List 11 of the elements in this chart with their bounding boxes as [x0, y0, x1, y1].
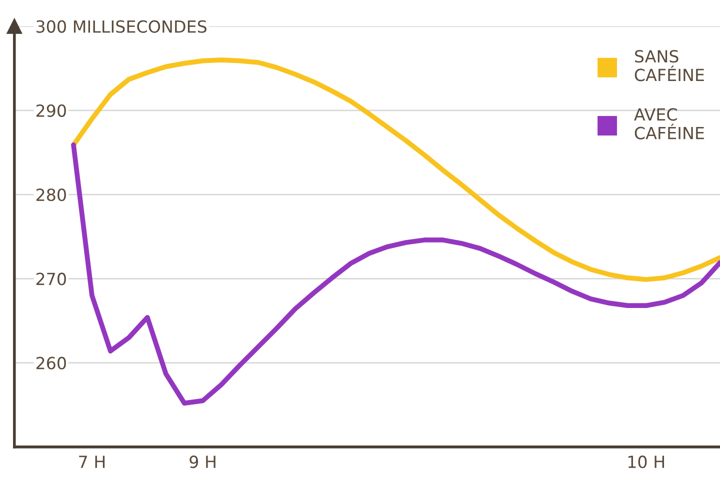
y-tick-label: 270 [36, 272, 66, 286]
x-tick-label: 9 H [190, 456, 216, 468]
y-tick-label: 280 [36, 188, 66, 202]
legend-label: SANS CAFÉINE [634, 50, 704, 82]
y-tick-label: 260 [36, 356, 66, 370]
y-tick-label: 290 [36, 104, 66, 117]
y-tick-label: 300 MILLISECONDES [36, 20, 206, 33]
x-tick-label: 7 H [79, 456, 105, 468]
line-series [71, 142, 720, 406]
x-tick-label: 10 H [628, 456, 664, 468]
legend-label: AVEC CAFÉINE [634, 108, 704, 140]
